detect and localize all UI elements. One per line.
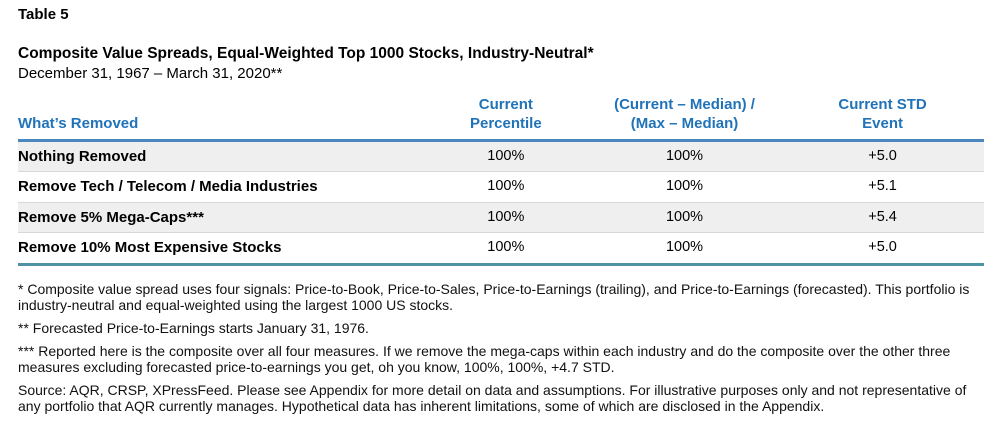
table-title: Composite Value Spreads, Equal-Weighted …: [18, 45, 594, 62]
column-header-current-median-ratio: (Current – Median) / (Max – Median): [587, 96, 782, 142]
cell-current-std-event: +5.0: [868, 147, 897, 164]
table-row-remove-mega-caps: Remove 5% Mega-Caps*** 100% 100% +5.4: [18, 201, 984, 233]
cell-current-std-event: +5.4: [781, 201, 984, 233]
cell-current-percentile: 100%: [423, 201, 588, 233]
source-note: Source: AQR, CRSP, XPressFeed. Please se…: [18, 382, 967, 415]
cell-current-percentile: 100%: [423, 232, 588, 266]
table-row-nothing-removed: Nothing Removed 100% 100% +5.0: [18, 140, 984, 172]
row-label: Remove 10% Most Expensive Stocks: [18, 232, 424, 266]
cell-current-std-event: +5.0: [781, 232, 984, 266]
table-row-remove-most-expensive: Remove 10% Most Expensive Stocks 100% 10…: [18, 232, 984, 266]
footnotes-section: * Composite value spread uses four signa…: [18, 281, 984, 415]
cell-current-median-ratio: 100%: [587, 171, 782, 203]
footnote-composite-signals: * Composite value spread uses four signa…: [18, 280, 970, 313]
cell-current-std-event: +5.1: [781, 171, 984, 203]
column-header-current-percentile: Current Percentile: [423, 96, 588, 142]
table-figure: Table 5 Composite Value Spreads, Equal-W…: [18, 6, 984, 415]
table-date-range: December 31, 1967 – March 31, 2020**: [18, 65, 283, 83]
cell-current-median-ratio: 100%: [587, 232, 782, 266]
table-number-label: Table 5: [18, 6, 69, 23]
table-row-remove-tech-telecom-media: Remove Tech / Telecom / Media Industries…: [18, 171, 984, 203]
cell-current-median-ratio: 100%: [665, 147, 704, 164]
row-label: Nothing Removed: [18, 147, 147, 165]
cell-current-percentile: 100%: [487, 147, 525, 164]
cell-current-median-ratio: 100%: [587, 201, 782, 233]
column-header-whats-removed: What’s Removed: [18, 96, 424, 142]
footnote-forecasted-pe-start: ** Forecasted Price-to-Earnings starts J…: [18, 319, 369, 336]
row-label: Remove 5% Mega-Caps***: [18, 201, 424, 233]
footnote-mega-caps-composite: *** Reported here is the composite over …: [18, 342, 951, 375]
header-row: What’s Removed Current Percentile (Curre…: [18, 96, 984, 142]
column-header-current-std-event: Current STD Event: [781, 96, 984, 142]
cell-current-percentile: 100%: [423, 171, 588, 203]
value-spreads-table: What’s Removed Current Percentile (Curre…: [18, 96, 984, 266]
row-label: Remove Tech / Telecom / Media Industries: [18, 171, 424, 203]
